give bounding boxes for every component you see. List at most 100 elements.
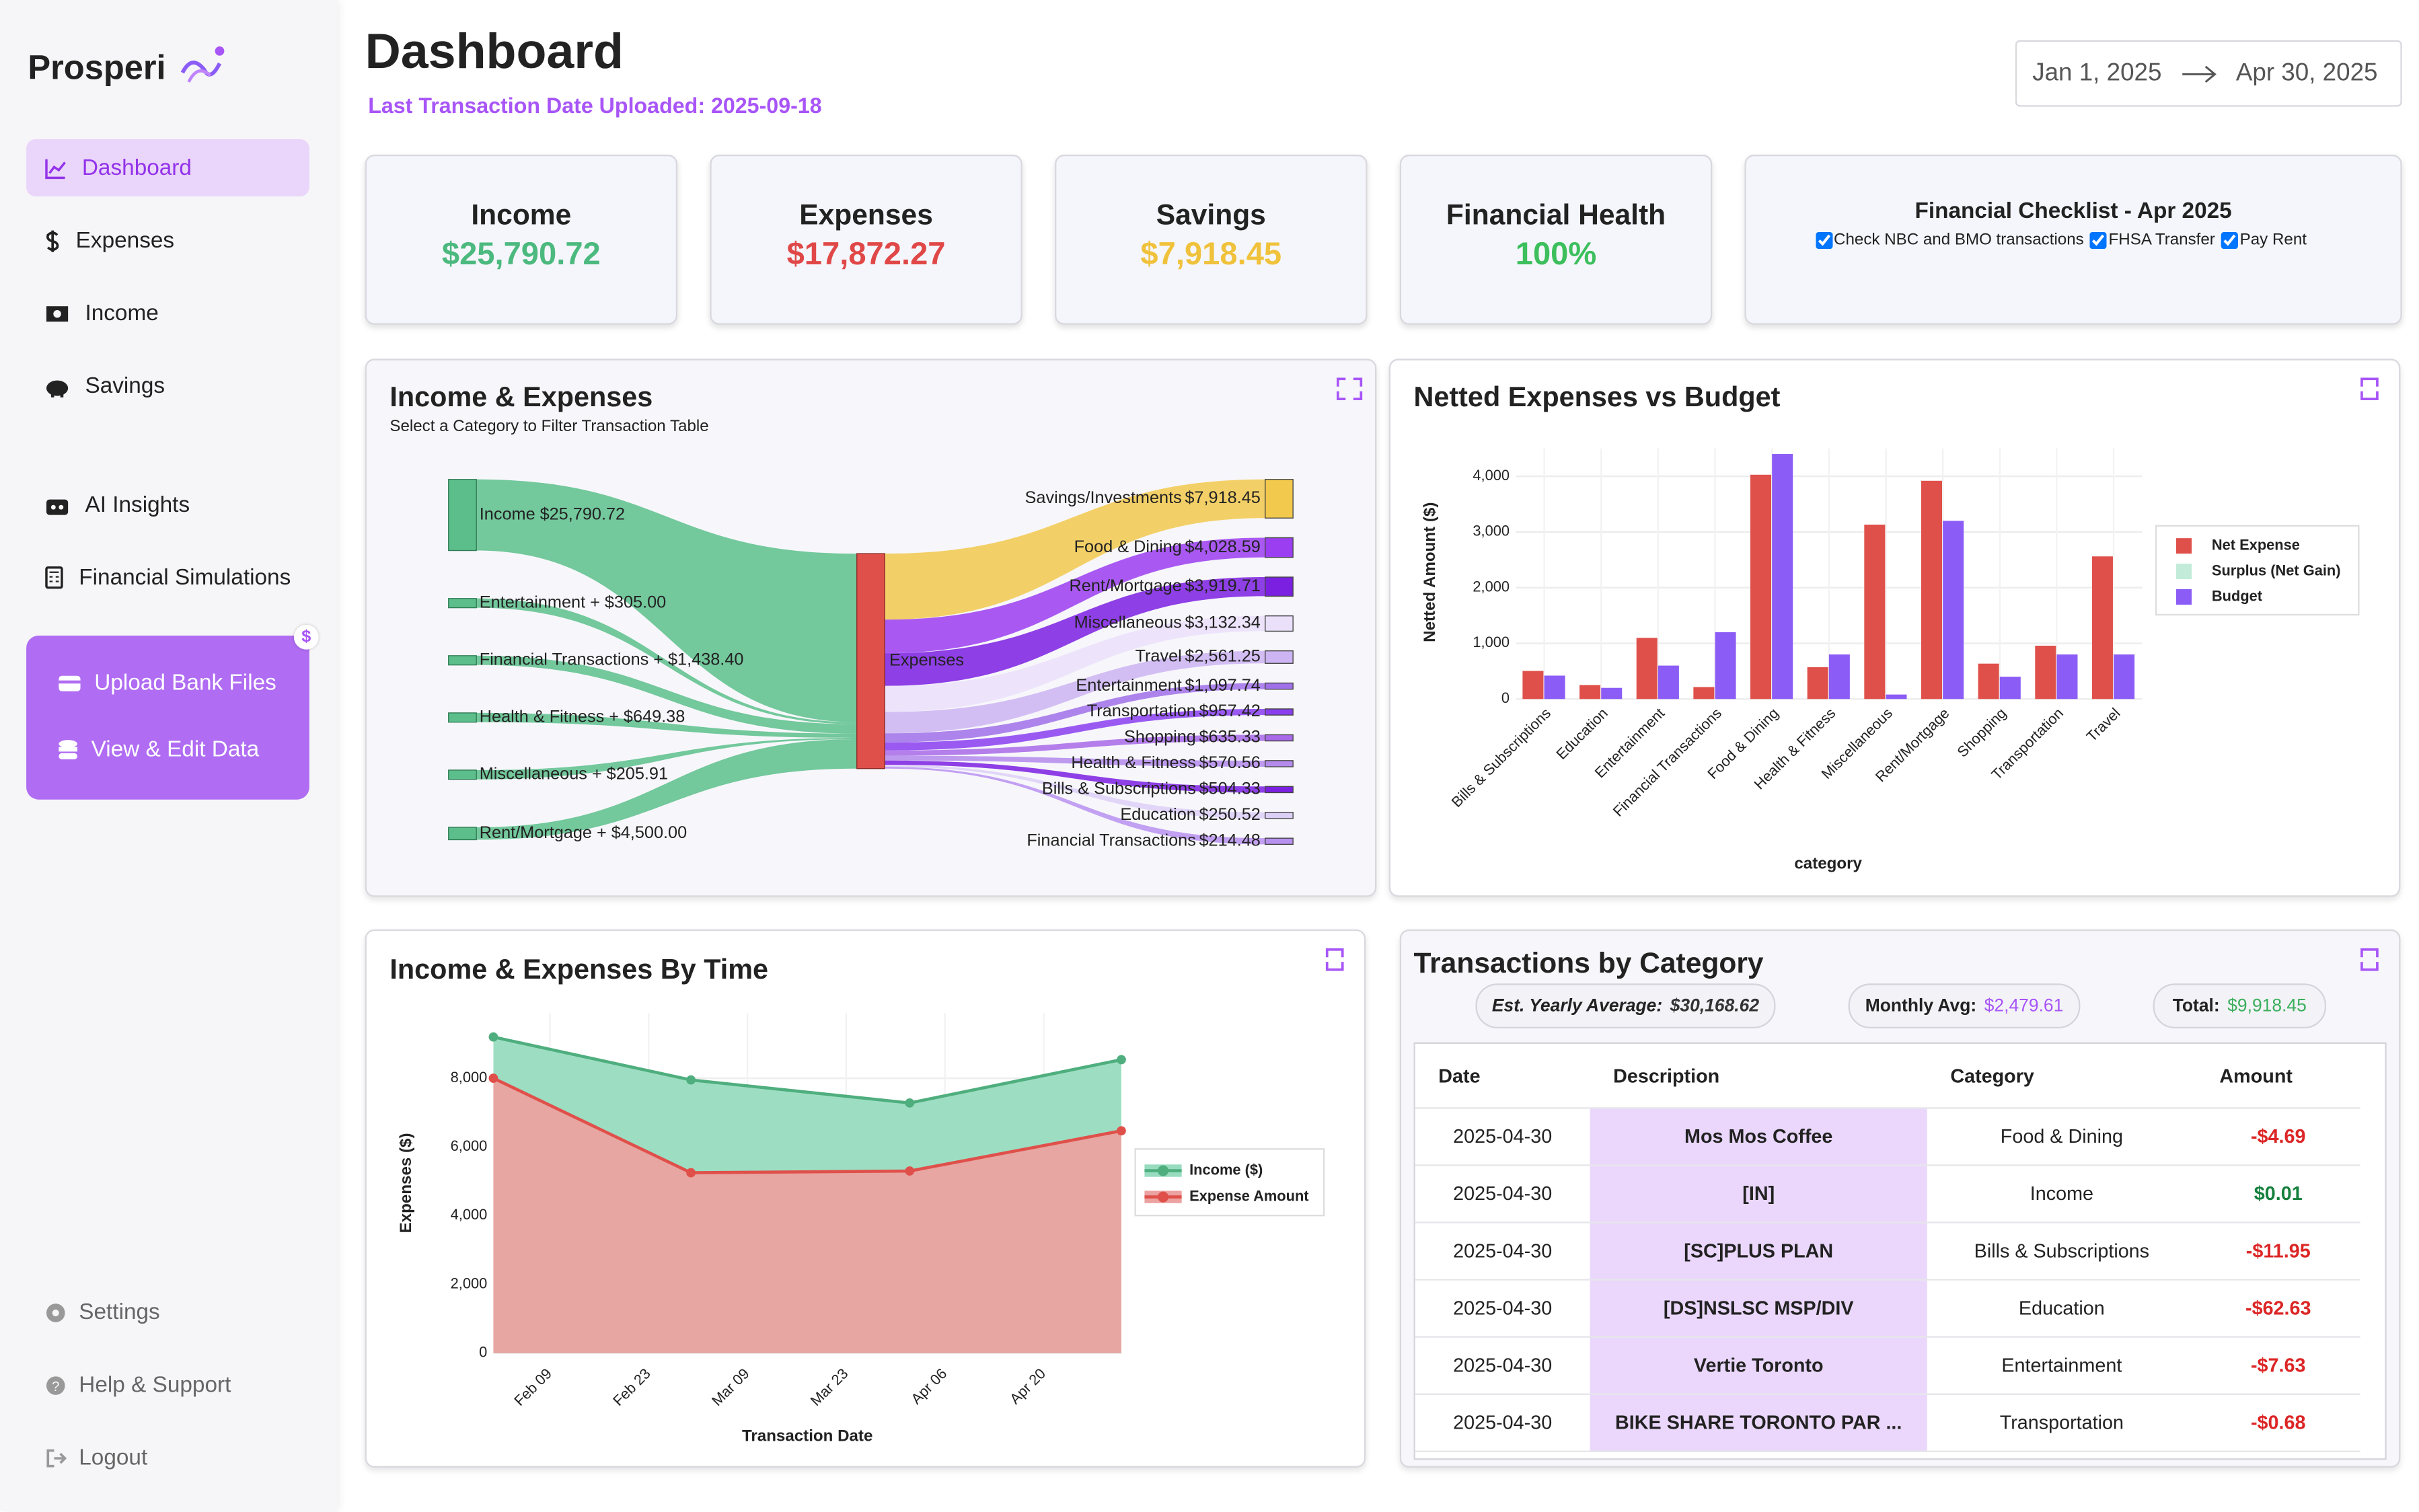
point: [686, 1168, 696, 1178]
table-row[interactable]: 2025-04-30 Vertie Toronto Entertainment -$7…: [1415, 1336, 2360, 1395]
checklist-item[interactable]: FHSA Transfer: [2089, 230, 2215, 250]
checkbox[interactable]: [2089, 231, 2108, 249]
chart-title: Income & Expenses By Time: [389, 954, 768, 985]
y-tick-label: 3,000: [1473, 523, 1510, 539]
bar: [2091, 556, 2113, 700]
chart-title: Netted Expenses vs Budget: [1413, 381, 1780, 412]
bar: [1978, 663, 1999, 700]
x-tick-label: Shopping: [1953, 705, 2009, 761]
nav-item[interactable]: Financial Simulations: [26, 549, 309, 606]
checklist-item[interactable]: Pay Rent: [2221, 231, 2307, 249]
table-header: Date Description Category Amount: [1415, 1043, 2360, 1109]
upload-button[interactable]: Upload Bank Files: [57, 671, 276, 696]
x-tick-label: Mar 23: [807, 1365, 852, 1409]
footer-item[interactable]: Settings: [26, 1290, 309, 1336]
y-axis-label: Netted Amount ($): [1421, 502, 1439, 642]
checklist-card: Financial Checklist - Apr 2025 Check NBC…: [1744, 154, 2402, 325]
expand-icon[interactable]: [1336, 377, 1363, 401]
column-header: Date: [1415, 1043, 1590, 1109]
node-label: Entertainment +: [480, 593, 600, 611]
sankey-link: [885, 767, 1265, 845]
sankey-node: [448, 598, 477, 609]
date-cell: 2025-04-30: [1415, 1394, 1590, 1452]
sankey-link: [885, 683, 1265, 743]
stat-label: Total:: [2172, 996, 2220, 1016]
checkbox[interactable]: [1815, 231, 1832, 249]
node-value: $957.42: [1199, 702, 1260, 720]
nav-item[interactable]: Dashboard: [26, 139, 309, 197]
nav-item[interactable]: Expenses: [26, 212, 309, 269]
legend-marker: [1157, 1165, 1169, 1176]
checklist-label: Check NBC and BMO transactions: [1834, 230, 2084, 250]
sankey-link: [885, 734, 1265, 756]
node-value: $214.48: [1199, 831, 1260, 849]
table-row[interactable]: 2025-04-30 [IN] Income $0.01: [1415, 1165, 2360, 1223]
sankey-link: [885, 576, 1265, 686]
nav-item[interactable]: Income: [26, 285, 309, 342]
expand-icon[interactable]: [2360, 948, 2379, 971]
category-cell: Education: [1927, 1279, 2196, 1338]
sankey-node: [1265, 537, 1294, 558]
node-label: Food & Dining: [1074, 537, 1182, 556]
legend-label: Expense Amount: [1189, 1187, 1308, 1204]
svg-text:?: ?: [52, 1379, 60, 1394]
table-row[interactable]: 2025-04-30 [SC]PLUS PLAN Bills & Subscript…: [1415, 1222, 2360, 1281]
table-row[interactable]: 2025-04-30 [DS]NSLSC MSP/DIV Education -$62…: [1415, 1279, 2360, 1338]
bar-panel: [1388, 358, 2401, 897]
node-value: $7,918.45: [1185, 488, 1260, 507]
checklist-items: Check NBC and BMO transactions FHSA Tran…: [1746, 230, 2401, 250]
footer-label: Logout: [79, 1445, 148, 1471]
bar: [1921, 480, 1942, 700]
x-tick-label: Feb 09: [511, 1365, 555, 1409]
table-title: Transactions by Category: [1413, 946, 1764, 979]
nav-label: Savings: [85, 373, 165, 399]
expand-icon[interactable]: [1325, 948, 1344, 971]
legend-label: Income ($): [1189, 1161, 1263, 1178]
footer-item[interactable]: ? Help & Support: [26, 1363, 309, 1409]
bar: [1999, 677, 2021, 700]
node-label: Health & Fitness +: [480, 707, 619, 726]
node-label: Income: [480, 504, 535, 523]
sankey-link: [885, 708, 1265, 751]
date-cell: 2025-04-30: [1415, 1165, 1590, 1223]
checkbox[interactable]: [2221, 231, 2239, 249]
nav-label: AI Insights: [85, 492, 190, 518]
brand: Prosperi: [28, 48, 166, 87]
checklist-item[interactable]: Check NBC and BMO transactions: [1815, 230, 2084, 250]
node-label: Financial Transactions +: [480, 650, 663, 669]
nav-item[interactable]: AI Insights: [26, 476, 309, 533]
stat-card: Financial Health 100%: [1399, 154, 1713, 325]
expand-icon[interactable]: [2360, 377, 2379, 401]
card-value: $17,872.27: [786, 236, 946, 272]
footer-item[interactable]: Logout: [26, 1435, 309, 1482]
card-value: $25,790.72: [441, 236, 601, 272]
stat-card: Savings $7,918.45: [1055, 154, 1368, 325]
node-label: Miscellaneous +: [480, 765, 602, 784]
expand-icons: [1325, 377, 2379, 971]
node-label: Travel: [1135, 647, 1181, 666]
legend-swatch: [2176, 538, 2192, 554]
checklist-label: FHSA Transfer: [2108, 230, 2215, 250]
node-label: Savings/Investments: [1025, 488, 1182, 507]
transactions-table: Date Description Category Amount 2025-04-30…: [1415, 1043, 2360, 1452]
sidebar: Prosperi Dashboard Expenses Income Savin…: [0, 0, 338, 1511]
date-cell: 2025-04-30: [1415, 1279, 1590, 1338]
sankey-node: [1265, 682, 1294, 690]
sankey-link: [476, 739, 857, 840]
bar: [2056, 654, 2078, 700]
date-range[interactable]: Jan 1, 2025 Apr 30, 2025: [2015, 40, 2402, 107]
sankey-link: [476, 479, 857, 722]
sankey-link: [885, 760, 1265, 793]
nav-item[interactable]: Savings: [26, 357, 309, 414]
node-label: Bills & Subscriptions: [1042, 780, 1196, 798]
bar: [1772, 454, 1793, 700]
table-container: Date Description Category Amount 2025-04-30…: [1413, 1042, 2387, 1460]
card-title: Income: [471, 198, 572, 231]
x-tick-label: Apr 06: [907, 1365, 950, 1407]
edit-button[interactable]: View & Edit Data: [57, 738, 259, 763]
stat-pill: Monthly Avg: $2,479.61: [1848, 983, 2081, 1028]
sankey-node: [856, 553, 885, 769]
stat-card: Income $25,790.72: [365, 154, 678, 325]
table-row[interactable]: 2025-04-30 BIKE SHARE TORONTO PAR ... Tran…: [1415, 1394, 2360, 1452]
table-row[interactable]: 2025-04-30 Mos Mos Coffee Food & Dining -$4…: [1415, 1108, 2360, 1166]
